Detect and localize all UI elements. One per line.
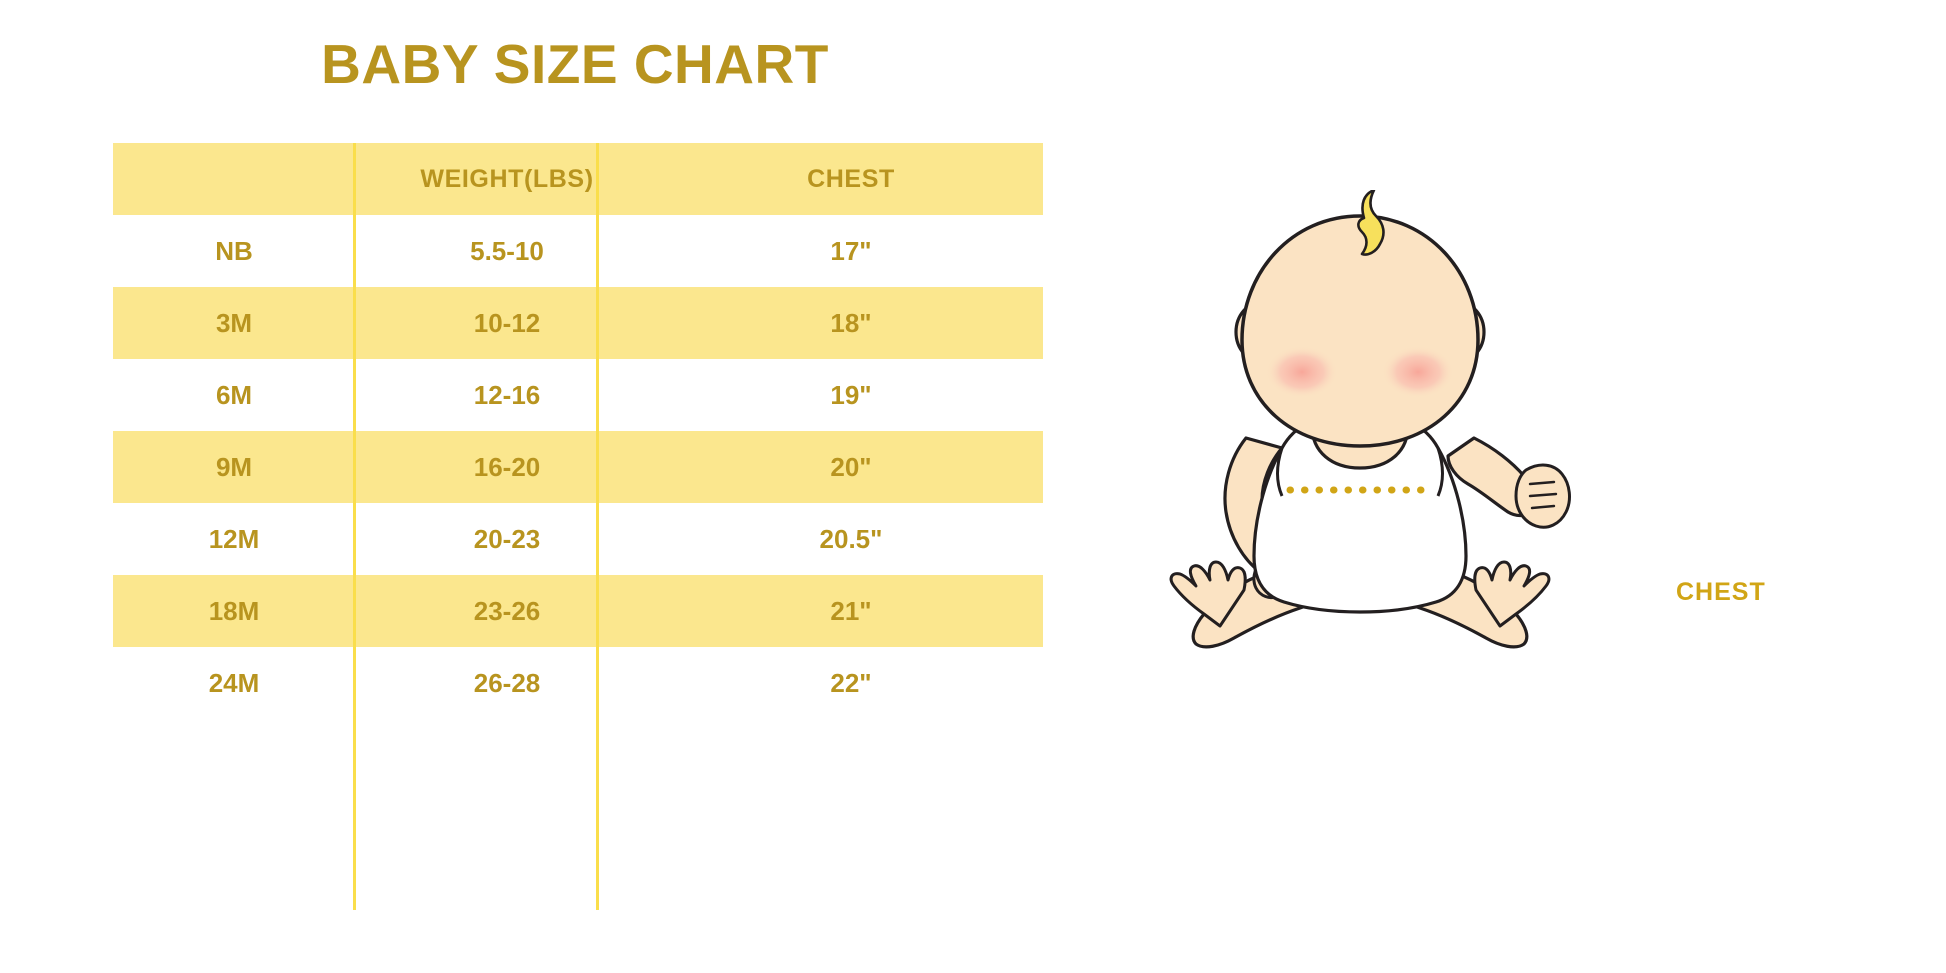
cell-weight: 23-26 [355,575,659,647]
column-divider-line [596,143,599,910]
column-header-chest: CHEST [659,143,1043,215]
page-title: BABY SIZE CHART [321,33,829,95]
cell-weight: 12-16 [355,359,659,431]
cell-chest: 19" [659,359,1043,431]
cell-weight: 20-23 [355,503,659,575]
baby-cheek-left [1266,346,1338,398]
column-header-size [113,143,355,215]
column-divider-line [353,143,356,910]
cell-size: NB [113,215,355,287]
cell-size: 6M [113,359,355,431]
table-row: NB 5.5-10 17" [113,215,1043,287]
cell-size: 18M [113,575,355,647]
table-header-row: WEIGHT(LBS) CHEST [113,143,1043,215]
baby-hair-curl [1357,190,1385,256]
baby-foot-right [1473,560,1551,628]
table-row: 12M 20-23 20.5" [113,503,1043,575]
table-row: 24M 26-28 22" [113,647,1043,719]
baby-sleeve-crease-left [1276,447,1284,497]
cell-chest: 17" [659,215,1043,287]
cell-weight: 26-28 [355,647,659,719]
cell-chest: 22" [659,647,1043,719]
table-row: 3M 10-12 18" [113,287,1043,359]
cell-size: 3M [113,287,355,359]
baby-size-table: WEIGHT(LBS) CHEST NB 5.5-10 17" 3M 10-12… [113,143,1043,719]
cell-size: 9M [113,431,355,503]
column-header-weight: WEIGHT(LBS) [355,143,659,215]
cell-chest: 18" [659,287,1043,359]
baby-fist-knuckles [1528,480,1558,510]
cell-chest: 20.5" [659,503,1043,575]
chest-measurement-label: CHEST [1676,578,1766,606]
table-row: 9M 16-20 20" [113,431,1043,503]
cell-chest: 21" [659,575,1043,647]
baby-cheek-right [1382,346,1454,398]
baby-illustration [1169,190,1571,649]
cell-weight: 5.5-10 [355,215,659,287]
table-row: 6M 12-16 19" [113,359,1043,431]
baby-foot-left [1169,560,1247,628]
baby-head [1240,214,1480,448]
baby-sleeve-crease-right [1436,447,1444,497]
cell-size: 12M [113,503,355,575]
table-row: 18M 23-26 21" [113,575,1043,647]
cell-weight: 16-20 [355,431,659,503]
cell-weight: 10-12 [355,287,659,359]
cell-size: 24M [113,647,355,719]
cell-chest: 20" [659,431,1043,503]
